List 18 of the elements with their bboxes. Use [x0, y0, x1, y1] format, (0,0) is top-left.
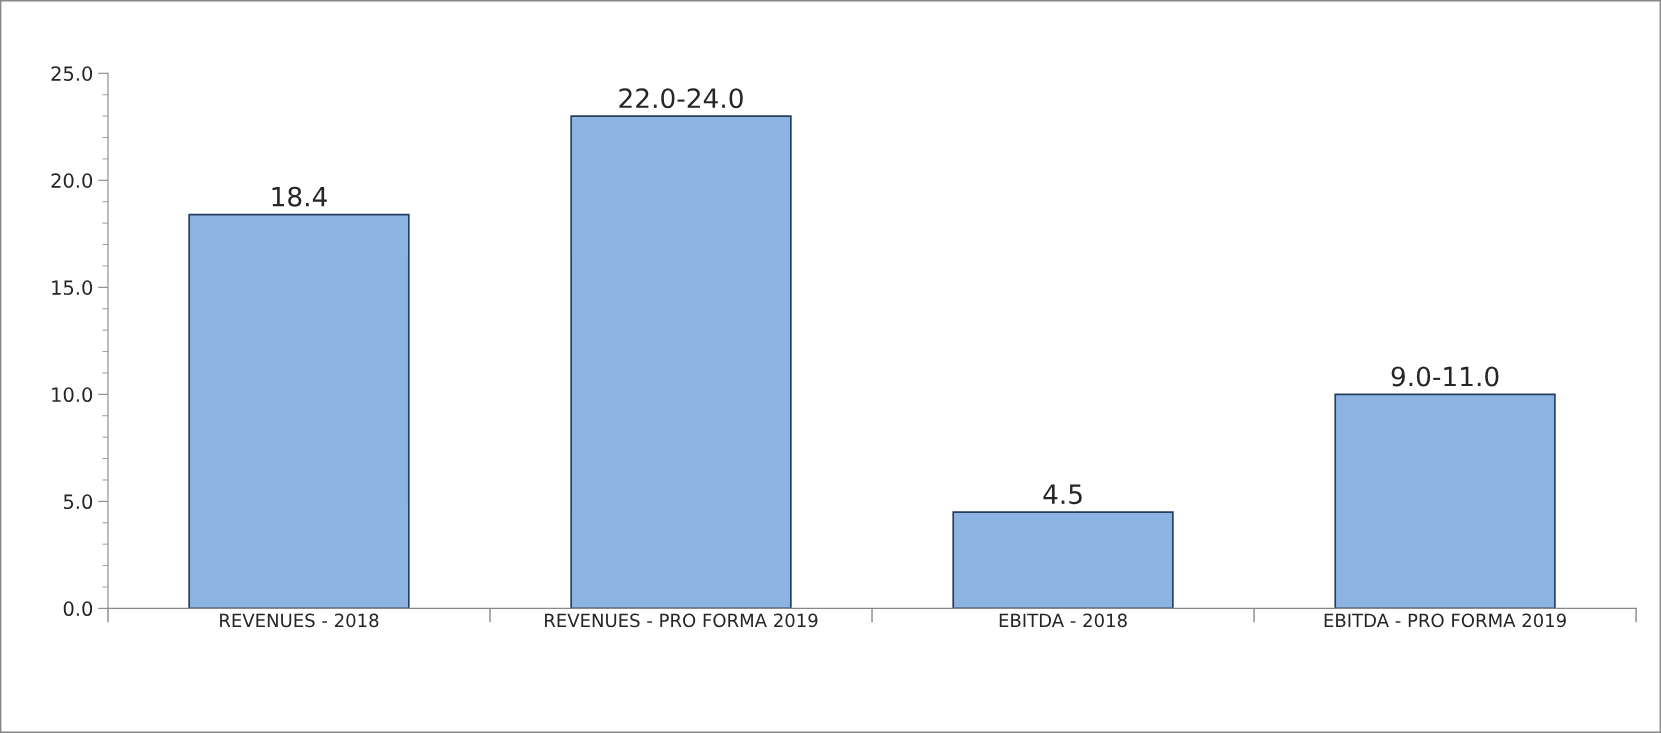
data-label: 9.0-11.0: [1391, 366, 1499, 387]
bar: [570, 115, 792, 609]
data-label: 4.5: [1043, 484, 1082, 505]
y-tick-label: 0.0: [63, 601, 93, 617]
y-tick-label: 15.0: [52, 280, 93, 295]
bar: [952, 511, 1174, 609]
x-tick-label: EBITDA - PRO FORMA 2019: [1324, 613, 1566, 628]
data-label: 18.4: [272, 186, 327, 207]
y-tick-label: 20.0: [51, 173, 93, 188]
x-tick-label: REVENUES - 2018: [220, 613, 379, 628]
data-label: 22.0-24.0: [619, 88, 743, 109]
y-tick-label: 25.0: [51, 66, 93, 81]
y-tick-label: 5.0: [63, 494, 93, 510]
bar: [188, 213, 410, 609]
x-tick-label: REVENUES - PRO FORMA 2019: [545, 613, 818, 628]
x-tick-label: EBITDA - 2018: [999, 613, 1127, 628]
y-tick-label: 10.0: [52, 387, 93, 403]
bar: [1334, 393, 1556, 609]
